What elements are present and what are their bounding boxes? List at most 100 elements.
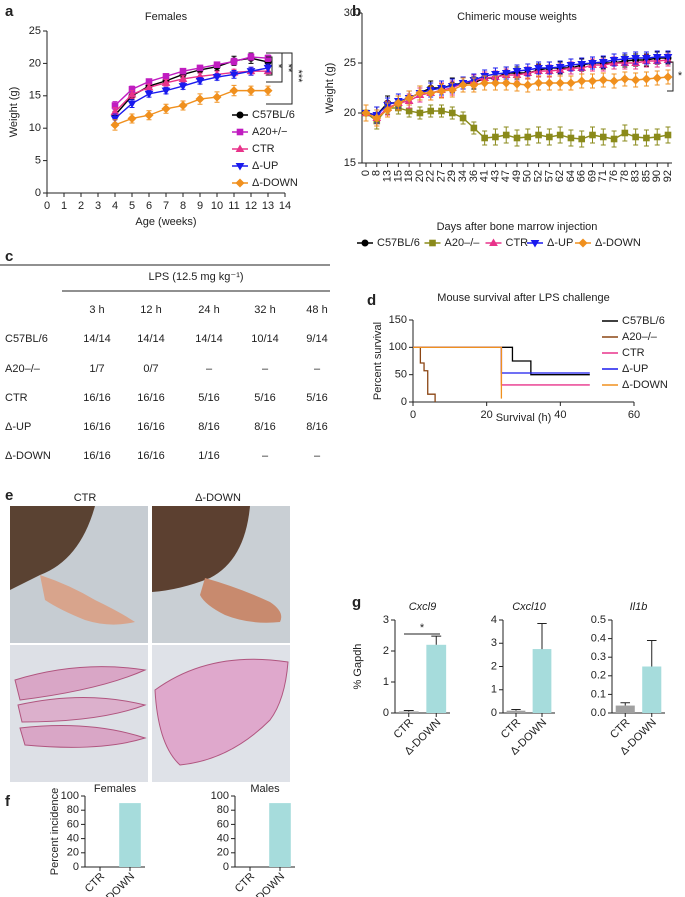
y-tick-label: 15 — [344, 157, 356, 169]
x-tick-label: 1 — [61, 200, 67, 212]
y-tick-label: 1 — [491, 684, 497, 696]
error-bar — [403, 710, 414, 712]
table-cell: 5/16 — [254, 392, 275, 404]
x-tick-label: 11 — [228, 200, 239, 212]
legend-label: C57BL/6 — [622, 315, 665, 327]
legend-label: Δ-UP — [622, 363, 648, 375]
marker — [663, 72, 673, 82]
table-cell: 5/16 — [306, 392, 327, 404]
significance-label: * — [272, 64, 284, 69]
legend-marker — [235, 144, 245, 152]
y-tick-label: 0 — [491, 707, 497, 719]
legend-marker — [236, 111, 244, 119]
marker — [230, 58, 238, 65]
chart-title: Chimeric mouse weights — [457, 11, 577, 23]
y-axis-label: % Gapdh — [352, 644, 364, 690]
marker — [436, 86, 447, 96]
y-axis-label: Weight (g) — [8, 87, 20, 138]
x-tick-label: 49 — [511, 170, 523, 182]
y-tick-label: 1 — [383, 676, 389, 688]
table-cell: 16/16 — [83, 392, 111, 404]
marker — [415, 88, 425, 98]
x-tick-label: 90 — [651, 170, 663, 182]
y-tick-label: 0.5 — [591, 614, 606, 626]
x-tick-label: 14 — [279, 200, 291, 212]
x-tick-label: 9 — [197, 200, 203, 212]
survival-line — [413, 346, 436, 402]
y-axis-label: Percent incidence — [49, 788, 61, 875]
marker — [393, 98, 403, 108]
error-bar — [646, 639, 657, 667]
x-tick-label: 10 — [211, 200, 223, 212]
marker — [229, 86, 239, 96]
table-cell: 14/14 — [137, 333, 165, 345]
y-tick-label: 30 — [344, 7, 356, 19]
marker — [127, 113, 137, 123]
legend-marker — [489, 238, 498, 246]
photo — [152, 506, 290, 643]
table-cell: 16/16 — [137, 450, 165, 462]
marker — [491, 71, 500, 79]
marker — [664, 131, 672, 139]
marker — [459, 114, 467, 122]
marker — [577, 76, 587, 86]
legend-marker — [361, 239, 369, 247]
x-tick-label: 0 — [360, 170, 372, 176]
marker — [631, 75, 641, 85]
column-header: 3 h — [89, 304, 104, 316]
marker — [144, 90, 154, 99]
column-header: 12 h — [140, 304, 161, 316]
table-cell: – — [206, 363, 213, 375]
bar — [642, 666, 662, 713]
x-tick-label: 8 — [371, 170, 383, 176]
x-tick-label: 27 — [435, 170, 447, 182]
marker — [470, 124, 478, 132]
error-bar — [537, 622, 547, 650]
legend-marker — [235, 178, 245, 188]
marker — [566, 78, 576, 88]
marker — [212, 74, 222, 82]
x-tick-label: 36 — [468, 170, 480, 182]
row-header: Δ-UP — [5, 421, 31, 433]
table-cell: 16/16 — [137, 421, 165, 433]
marker — [513, 134, 521, 142]
y-tick-label: 10 — [29, 122, 41, 134]
chart-title: Mouse survival after LPS challenge — [437, 292, 609, 304]
survival-line — [413, 346, 503, 399]
marker — [263, 64, 273, 73]
significance-label: *** — [292, 70, 304, 84]
y-tick-label: 25 — [29, 25, 41, 37]
x-axis-label: Survival (h) — [496, 412, 552, 424]
x-axis-label: Age (weeks) — [135, 216, 196, 228]
marker — [178, 83, 188, 91]
x-tick-label: 12 — [245, 200, 257, 212]
y-tick-label: 0.1 — [591, 688, 606, 700]
marker — [246, 86, 256, 96]
marker — [492, 133, 499, 141]
table-cell: – — [262, 450, 269, 462]
marker — [144, 82, 154, 91]
marker — [652, 54, 662, 62]
photo — [10, 506, 148, 643]
marker — [405, 107, 413, 115]
y-tick-label: 0 — [35, 187, 41, 199]
y-tick-label: 40 — [67, 833, 79, 845]
column-header: 24 h — [198, 304, 219, 316]
marker — [631, 55, 641, 63]
marker — [502, 131, 510, 139]
marker — [264, 54, 272, 62]
marker — [577, 61, 587, 69]
x-tick-label: CTR — [83, 871, 108, 896]
x-tick-label: 85 — [640, 170, 652, 182]
bar — [119, 803, 141, 867]
x-tick-label: 18 — [403, 170, 415, 182]
legend-label: A20+/− — [252, 126, 287, 138]
marker — [263, 86, 273, 96]
table-cell: 10/14 — [251, 333, 279, 345]
marker — [523, 67, 533, 75]
marker — [416, 109, 424, 117]
marker — [161, 104, 171, 114]
table-cell: 8/16 — [254, 421, 275, 433]
legend-marker — [530, 240, 540, 248]
